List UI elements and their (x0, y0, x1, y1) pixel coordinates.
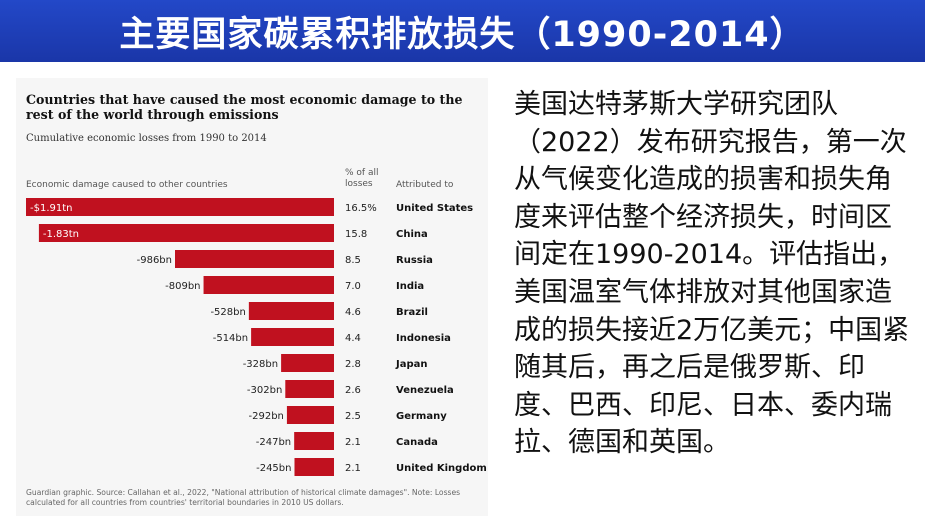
bar-chart: -$1.91tn 16.5% United States -1.83tn 15.8 Chi… (26, 198, 487, 476)
chart-title: Countries that have caused the most econ… (26, 92, 463, 122)
bar-india (203, 276, 334, 294)
category-label: United Kingdom (396, 463, 487, 474)
slide-body-text: 美国达特茅斯大学研究团队（2022）发布研究报告，第一次从气候变化造成的损害和损… (514, 89, 910, 459)
bar-germany (286, 406, 334, 424)
percent-label: 2.1 (345, 437, 361, 448)
category-label: Germany (396, 411, 447, 422)
value-label: -528bn (210, 307, 245, 318)
value-label: -302bn (247, 385, 282, 396)
slide-title-bar: 主要国家碳累积排放损失（1990-2014） (0, 0, 925, 62)
value-label: -$1.91tn (30, 203, 73, 214)
bar-united-states (26, 198, 334, 216)
category-label: China (396, 229, 428, 240)
category-label: Brazil (396, 307, 428, 318)
chart-panel: Countries that have caused the most econ… (16, 78, 488, 516)
percent-label: 15.8 (345, 229, 367, 240)
category-label: Venezuela (396, 385, 454, 396)
category-label: United States (396, 203, 473, 214)
percent-label: 2.5 (345, 411, 361, 422)
bar-canada (294, 432, 334, 450)
percent-label: 2.8 (345, 359, 361, 370)
bar-brazil (248, 302, 334, 320)
percent-label: 2.1 (345, 463, 361, 474)
slide-title: 主要国家碳累积排放损失（1990-2014） (119, 14, 806, 55)
percent-label: 8.5 (345, 255, 361, 266)
percent-column-header: % of all losses (345, 168, 379, 189)
bar-japan (281, 354, 334, 372)
bar-china (38, 224, 335, 242)
value-label: -809bn (165, 281, 200, 292)
category-label: Japan (395, 359, 428, 370)
value-label: -247bn (256, 437, 291, 448)
attributed-column-header: Attributed to (396, 180, 454, 190)
bar-venezuela (285, 380, 334, 398)
value-label: -245bn (256, 463, 291, 474)
category-label: Russia (396, 255, 433, 266)
category-label: India (396, 281, 424, 292)
value-label: -514bn (213, 333, 248, 344)
bar-indonesia (251, 328, 334, 346)
value-label: -986bn (137, 255, 172, 266)
bar-russia (175, 250, 334, 268)
category-label: Indonesia (396, 333, 451, 344)
chart-subtitle: Cumulative economic losses from 1990 to … (26, 133, 267, 144)
value-label: -1.83tn (43, 229, 79, 240)
percent-label: 4.4 (345, 333, 361, 344)
percent-label: 4.6 (345, 307, 361, 318)
damage-column-header: Economic damage caused to other countrie… (26, 180, 228, 190)
value-label: -292bn (249, 411, 284, 422)
chart-footnote: Guardian graphic. Source: Callahan et al… (26, 488, 461, 507)
percent-label: 16.5% (345, 203, 377, 214)
category-label: Canada (396, 437, 438, 448)
bar-united-kingdom (294, 458, 334, 476)
percent-label: 7.0 (345, 281, 361, 292)
value-label: -328bn (243, 359, 278, 370)
percent-label: 2.6 (345, 385, 361, 396)
